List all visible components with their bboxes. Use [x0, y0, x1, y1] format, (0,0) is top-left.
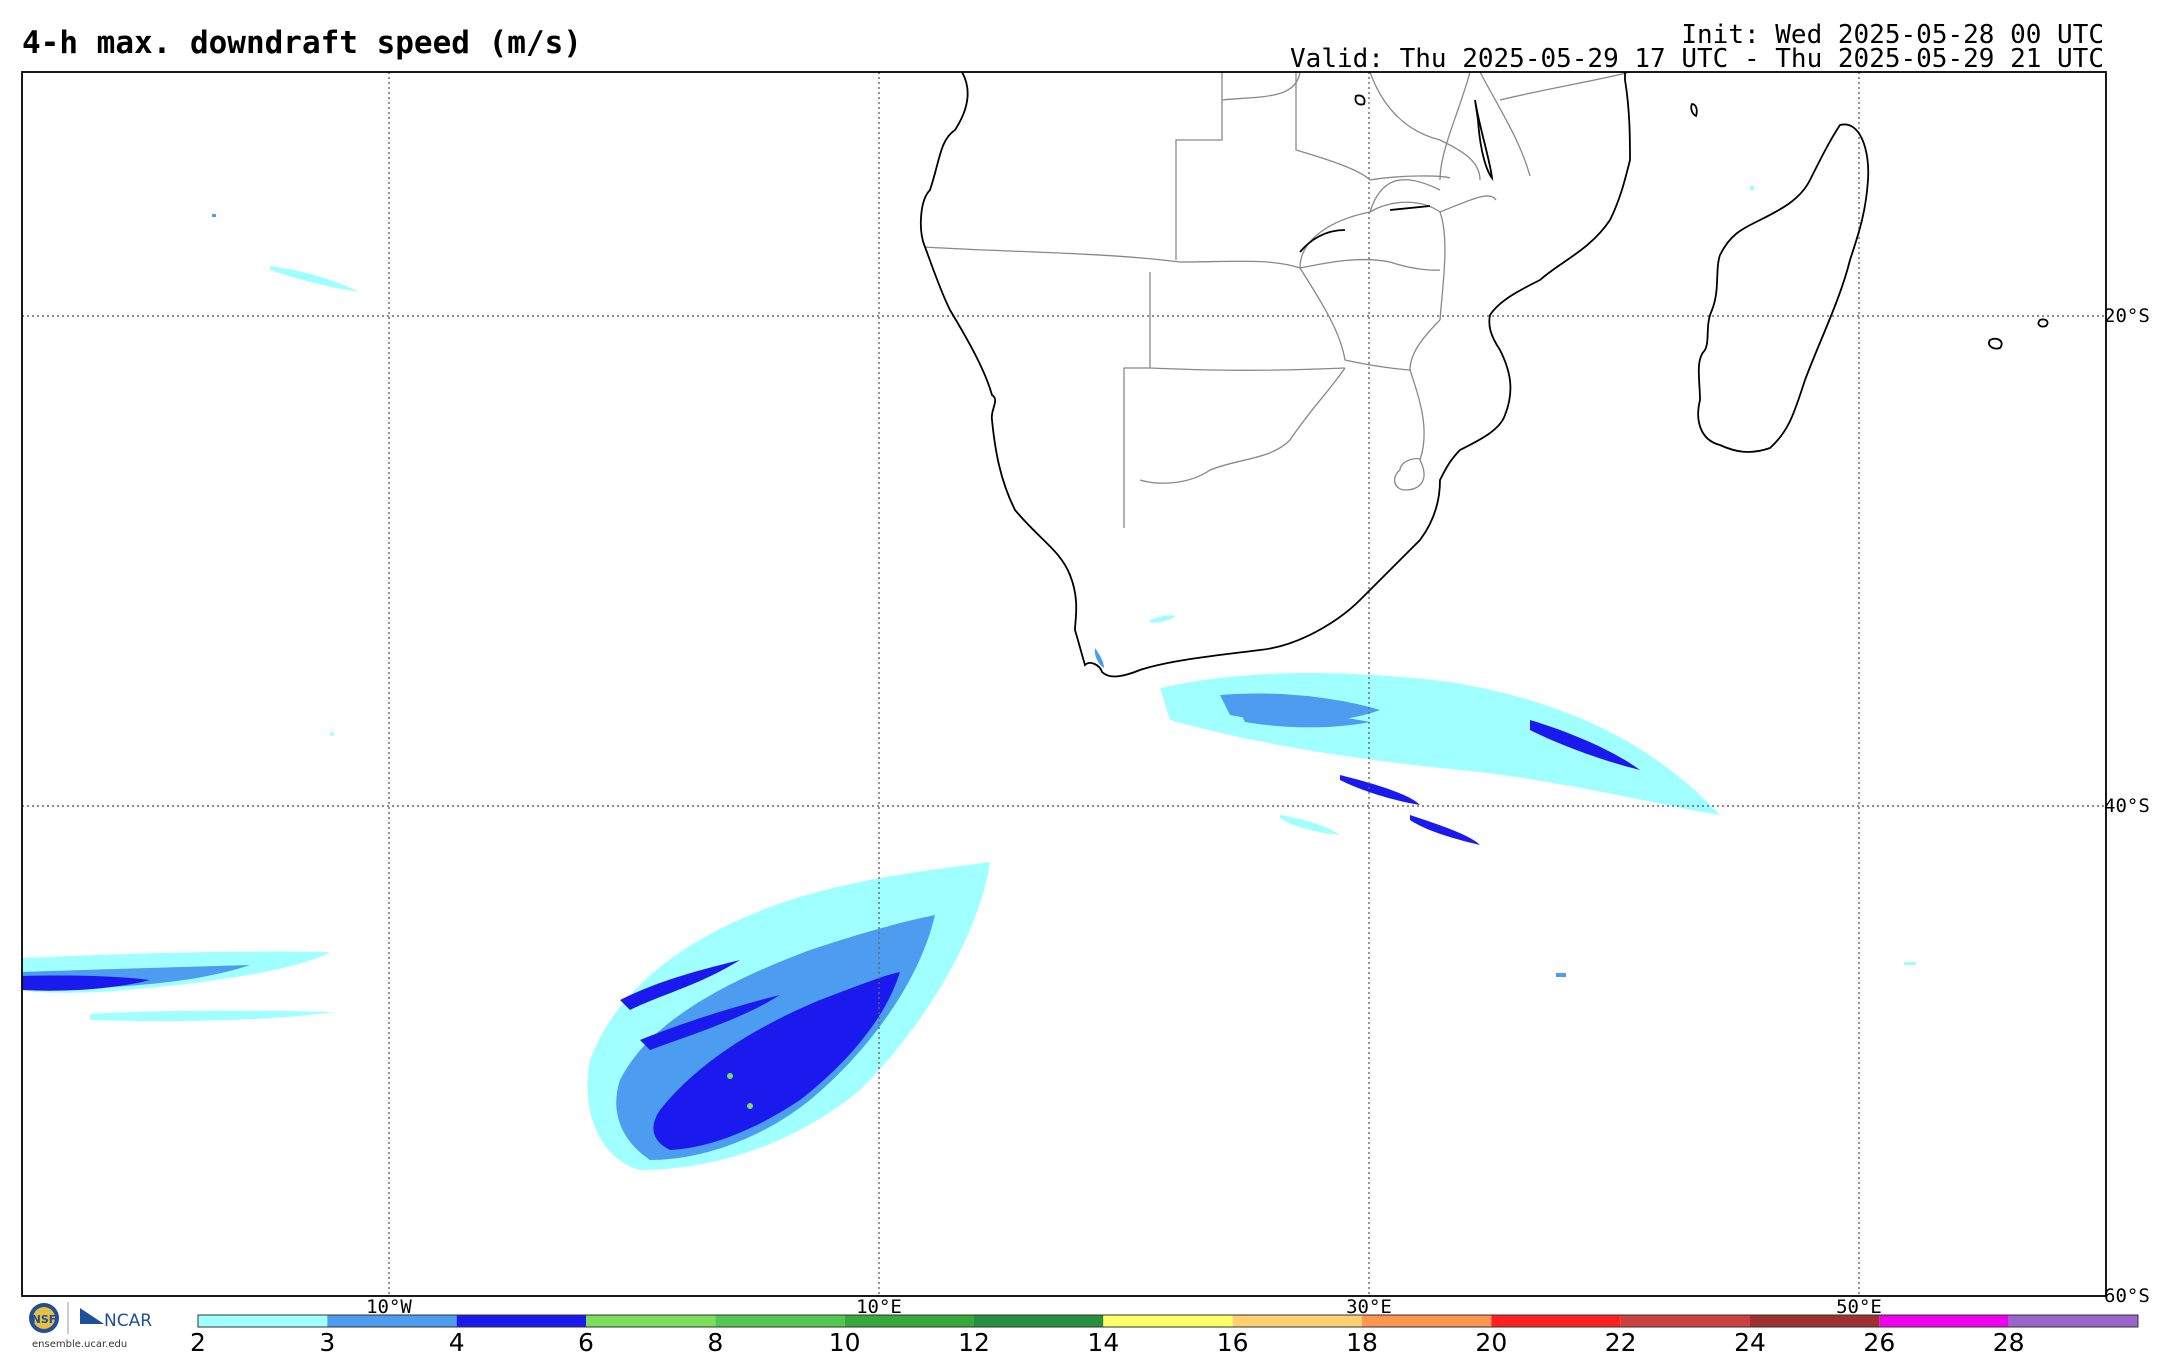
- colorbar-tick-label: 2: [190, 1328, 206, 1354]
- colorbar-segment: [1879, 1315, 2009, 1327]
- colorbar-segment: [1491, 1315, 1621, 1327]
- lon-label-30e: 30°E: [1346, 1296, 1392, 1318]
- lat-label-60s: 60°S: [2104, 1285, 2150, 1307]
- downdraft-specks: [212, 186, 1916, 977]
- mauritius: [1988, 337, 2003, 350]
- colorbar-segment: [586, 1315, 716, 1327]
- colorbar-segment: [1232, 1315, 1362, 1327]
- map-frame: [21, 71, 2107, 1297]
- ncar-text: NCAR: [104, 1311, 152, 1331]
- colorbar: [197, 1314, 2139, 1328]
- colorbar-tick-label: 26: [1863, 1328, 1896, 1354]
- nsf-logo: NSF: [29, 1303, 59, 1333]
- logo-url: ensemble.ucar.edu: [32, 1339, 128, 1350]
- lake-malawi: [1474, 99, 1494, 182]
- colorbar-segment: [1750, 1315, 1880, 1327]
- country-borders: [924, 72, 1631, 528]
- nsf-text: NSF: [32, 1313, 57, 1326]
- madagascar-coastline: [1697, 123, 1870, 453]
- colorbar-tick-label: 16: [1216, 1328, 1249, 1354]
- colorbar-segment: [327, 1315, 457, 1327]
- colorbar-tick-label: 18: [1346, 1328, 1378, 1354]
- colorbar-tick-label: 20: [1475, 1328, 1508, 1354]
- colorbar-frame: [197, 1314, 2139, 1328]
- ncar-logo: NCAR: [80, 1308, 152, 1331]
- valid-time: Valid: Thu 2025-05-29 17 UTC - Thu 2025-…: [1290, 44, 2104, 74]
- colorbar-segment: [2008, 1315, 2138, 1327]
- colorbar-segment: [844, 1315, 974, 1327]
- colorbar-segment: [1362, 1315, 1492, 1327]
- africa-coastline: [919, 72, 1631, 678]
- colorbar-tick-label: 8: [707, 1328, 724, 1354]
- colorbar-tick-label: 10: [828, 1328, 861, 1354]
- colorbar-tick-label: 14: [1087, 1328, 1120, 1354]
- colorbar-segment: [1620, 1315, 1750, 1327]
- lon-label-10e: 10°E: [856, 1296, 902, 1318]
- colorbar-tick-label: 24: [1734, 1328, 1766, 1354]
- colorbar-segment: [1103, 1315, 1233, 1327]
- comoros: [1690, 103, 1698, 118]
- lon-label-50e: 50°E: [1836, 1296, 1882, 1318]
- lake-victoria: [1354, 94, 1366, 106]
- shade-level-4: [653, 972, 900, 1150]
- gridlines: [22, 72, 2106, 1296]
- lake-kariba: [1299, 229, 1346, 253]
- colorbar-tick-label: 22: [1604, 1328, 1637, 1354]
- lon-labels: 10°W 10°E 30°E 50°E: [366, 1296, 1882, 1318]
- colorbar-tick-label: 4: [448, 1328, 465, 1354]
- lat-label-20s: 20°S: [2104, 305, 2150, 327]
- coastlines: [919, 72, 2049, 678]
- downdraft-region-south-africa: [1160, 672, 1720, 845]
- colorbar-segment: [456, 1315, 586, 1327]
- lat-labels: 20°S 40°S 60°S: [2104, 305, 2150, 1307]
- lon-label-10w: 10°W: [366, 1296, 412, 1318]
- colorbar-tick-label: 3: [319, 1328, 336, 1354]
- downdraft-region-south-atlantic: [587, 862, 990, 1170]
- map-title: 4-h max. downdraft speed (m/s): [22, 25, 582, 61]
- downdraft-region-west: [22, 951, 335, 1022]
- colorbar-segment: [974, 1315, 1104, 1327]
- lat-label-40s: 40°S: [2104, 795, 2150, 817]
- lake-tanganyika: [1389, 205, 1431, 211]
- colorbar-tick-label: 12: [958, 1328, 990, 1354]
- colorbar-tick-label: 6: [578, 1328, 594, 1354]
- init-time: Init: Wed 2025-05-28 00 UTC: [1681, 20, 2104, 50]
- reunion: [2037, 318, 2049, 328]
- colorbar-tick-label: 28: [1992, 1328, 2025, 1354]
- colorbar-segment: [715, 1315, 845, 1327]
- colorbar-segment: [198, 1315, 328, 1327]
